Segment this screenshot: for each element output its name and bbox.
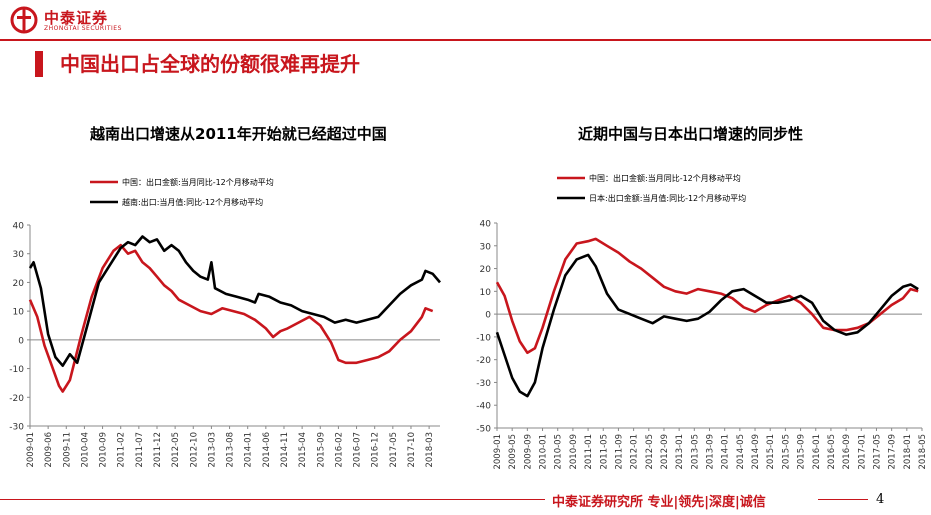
- x-tick-label: 2017-10: [407, 432, 417, 468]
- title-accent-bar: [35, 51, 43, 77]
- x-tick-label: 2017-09: [888, 434, 898, 470]
- x-tick-label: 2016-09: [842, 434, 852, 470]
- x-tick-label: 2013-05: [690, 434, 700, 470]
- x-tick-label: 2011-05: [599, 434, 609, 470]
- chart-2-series-china-line: [495, 237, 919, 355]
- x-tick-label: 2012-05: [171, 432, 181, 468]
- x-tick-label: 2016-05: [827, 434, 837, 470]
- y-tick-label: -50: [476, 425, 491, 435]
- x-tick-label: 2013-03: [207, 432, 217, 468]
- legend-label: 越南:出口:当月值:同比-12个月移动平均: [122, 197, 263, 207]
- y-tick-label: -40: [476, 402, 491, 412]
- chart-1-title: 越南出口增速从2011年开始就已经超过中国: [90, 125, 387, 143]
- y-tick-label: 30: [480, 242, 492, 252]
- x-tick-label: 2015-09: [316, 432, 326, 468]
- x-tick-label: 2009-06: [44, 432, 54, 468]
- x-tick-label: 2012-10: [189, 432, 199, 468]
- footer-slogan: 中泰证券研究所 专业|领先|深度|诚信: [552, 495, 766, 510]
- header-divider: [0, 39, 931, 41]
- y-tick-label: 20: [480, 265, 492, 275]
- y-tick-label: -20: [476, 356, 491, 366]
- x-tick-label: 2009-01: [493, 434, 503, 470]
- chart-1-series-other-line: [28, 235, 441, 368]
- chart-2-title: 近期中国与日本出口增速的同步性: [578, 125, 804, 143]
- x-tick-label: 2012-09: [660, 434, 670, 470]
- x-tick-label: 2017-01: [857, 434, 867, 470]
- chart-2-series-other-line: [495, 253, 919, 398]
- x-tick-label: 2012-01: [630, 434, 640, 470]
- x-tick-label: 2017-05: [872, 434, 882, 470]
- page-number: 4: [876, 492, 885, 507]
- x-tick-label: 2014-11: [280, 432, 290, 468]
- x-tick-label: 2012-05: [645, 434, 655, 470]
- x-tick-label: 2014-01: [244, 432, 254, 468]
- x-tick-label: 2011-02: [117, 432, 127, 468]
- legend-label: 中国：出口金额:当月同比-12个月移动平均: [122, 177, 274, 187]
- y-tick-label: -10: [9, 365, 24, 375]
- x-tick-label: 2017-05: [389, 432, 399, 468]
- logo-text-cn: 中泰证券: [44, 9, 109, 27]
- legend-label: 日本:出口金额:当月值:同比-12个月移动平均: [589, 193, 746, 203]
- footer-divider-right: [818, 499, 868, 500]
- y-tick-label: 40: [480, 220, 492, 230]
- x-tick-label: 2010-09: [99, 432, 109, 468]
- x-tick-label: 2011-12: [153, 432, 163, 468]
- x-tick-label: 2009-09: [523, 434, 533, 470]
- x-tick-label: 2016-07: [353, 432, 363, 468]
- x-tick-label: 2013-09: [706, 434, 716, 470]
- x-tick-label: 2010-05: [554, 434, 564, 470]
- x-tick-label: 2009-11: [62, 432, 72, 468]
- y-tick-label: 10: [13, 308, 25, 318]
- x-tick-label: 2013-01: [675, 434, 685, 470]
- header: 中泰证券 ZHONGTAI SECURITIES: [0, 0, 931, 41]
- y-tick-label: 40: [13, 222, 25, 232]
- logo-text-en: ZHONGTAI SECURITIES: [44, 25, 122, 32]
- x-tick-label: 2015-05: [781, 434, 791, 470]
- page-title: 中国出口占全球的份额很难再提升: [60, 52, 360, 76]
- legend-label: 中国：出口金额:当月同比-12个月移动平均: [589, 173, 741, 183]
- y-tick-label: -30: [476, 379, 491, 389]
- x-tick-label: 2014-01: [721, 434, 731, 470]
- x-tick-label: 2009-01: [26, 432, 36, 468]
- y-tick-label: -30: [9, 423, 24, 433]
- x-tick-label: 2010-09: [569, 434, 579, 470]
- x-tick-label: 2018-01: [903, 434, 913, 470]
- x-tick-label: 2010-01: [539, 434, 549, 470]
- y-tick-label: 10: [480, 288, 492, 298]
- x-tick-label: 2009-05: [508, 434, 518, 470]
- x-tick-label: 2016-02: [334, 432, 344, 468]
- chart-1-series-china-line: [28, 243, 434, 393]
- x-tick-label: 2014-05: [736, 434, 746, 470]
- x-tick-label: 2011-01: [584, 434, 594, 470]
- y-tick-label: 0: [485, 311, 491, 321]
- company-logo: 中泰证券 ZHONGTAI SECURITIES: [10, 6, 170, 36]
- x-tick-label: 2014-06: [262, 432, 272, 468]
- y-tick-label: 30: [13, 250, 25, 260]
- x-tick-label: 2015-04: [298, 432, 308, 468]
- y-tick-label: -10: [476, 333, 491, 343]
- y-tick-label: 20: [13, 279, 25, 289]
- x-tick-label: 2018-05: [918, 434, 928, 470]
- y-tick-label: -20: [9, 394, 24, 404]
- x-tick-label: 2016-12: [371, 432, 381, 468]
- x-tick-label: 2015-09: [797, 434, 807, 470]
- y-tick-label: 0: [18, 336, 24, 346]
- x-tick-label: 2010-04: [80, 432, 90, 468]
- x-tick-label: 2013-08: [226, 432, 236, 468]
- x-tick-label: 2011-09: [614, 434, 624, 470]
- x-tick-label: 2015-01: [766, 434, 776, 470]
- x-tick-label: 2018-03: [425, 432, 435, 468]
- x-tick-label: 2014-09: [751, 434, 761, 470]
- x-tick-label: 2011-07: [135, 432, 145, 468]
- logo-mark-icon: [10, 6, 38, 34]
- x-tick-label: 2016-01: [812, 434, 822, 470]
- footer-divider: [0, 499, 545, 500]
